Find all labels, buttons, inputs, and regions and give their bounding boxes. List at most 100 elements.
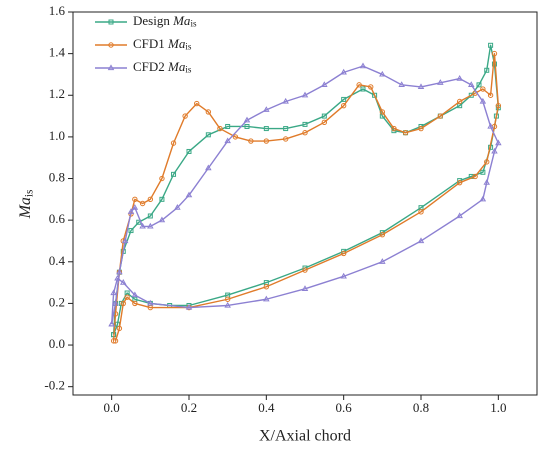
- marker: [124, 294, 130, 300]
- x-axis-label: X/Axial chord: [259, 428, 351, 445]
- y-tick-label: 1.2: [49, 86, 65, 101]
- marker: [491, 50, 498, 57]
- x-tick-label: 0.4: [258, 400, 275, 415]
- marker: [491, 147, 498, 154]
- marker: [341, 96, 347, 102]
- marker: [112, 299, 119, 306]
- y-tick-label: 0.6: [49, 211, 66, 226]
- marker: [417, 237, 425, 244]
- marker: [340, 272, 347, 279]
- y-tick-label: 0.2: [49, 294, 65, 309]
- plot-frame: [72, 11, 538, 396]
- y-axis-label: Mais: [17, 190, 35, 220]
- marker: [321, 81, 328, 87]
- marker: [379, 70, 386, 77]
- x-tick-label: 0.0: [104, 400, 120, 415]
- marker: [205, 132, 211, 138]
- marker: [159, 175, 165, 182]
- y-tick-label: -0.2: [44, 378, 65, 393]
- marker: [379, 258, 386, 264]
- marker: [301, 285, 309, 291]
- marker: [186, 148, 192, 154]
- y-tick-label: 1.6: [49, 3, 66, 18]
- marker: [194, 100, 200, 107]
- legend-label: Design Mais: [133, 13, 197, 29]
- marker: [302, 267, 308, 273]
- marker: [132, 196, 138, 203]
- series-line: [112, 52, 500, 342]
- marker: [147, 222, 154, 229]
- marker: [147, 196, 154, 203]
- marker: [114, 274, 121, 281]
- marker: [479, 97, 487, 104]
- marker: [372, 92, 378, 98]
- marker: [398, 81, 405, 87]
- series-line: [112, 44, 500, 335]
- marker: [356, 82, 362, 88]
- marker: [480, 169, 486, 175]
- marker: [147, 299, 154, 306]
- marker: [131, 204, 139, 210]
- marker: [116, 268, 123, 275]
- legend-marker: [108, 42, 114, 48]
- marker: [263, 138, 270, 144]
- marker: [159, 196, 165, 202]
- marker: [321, 113, 327, 119]
- marker: [283, 126, 289, 132]
- y-tick-label: 1.4: [49, 45, 66, 60]
- marker: [224, 296, 231, 302]
- marker: [302, 121, 308, 127]
- marker: [484, 159, 490, 165]
- marker: [244, 123, 250, 129]
- marker: [224, 137, 231, 144]
- marker: [120, 300, 126, 307]
- marker: [301, 91, 309, 98]
- marker: [110, 338, 117, 344]
- marker: [263, 106, 270, 112]
- marker: [110, 289, 117, 296]
- marker: [476, 82, 482, 88]
- marker: [360, 86, 366, 92]
- marker: [217, 125, 223, 132]
- marker: [248, 138, 254, 144]
- marker: [170, 140, 177, 146]
- marker: [468, 81, 475, 87]
- marker: [456, 179, 463, 186]
- marker: [484, 67, 490, 73]
- marker: [340, 102, 347, 109]
- marker: [379, 232, 386, 238]
- marker: [468, 92, 474, 98]
- marker: [402, 130, 409, 136]
- marker: [456, 212, 463, 219]
- marker: [263, 284, 270, 290]
- legend-label: CFD1 Mais: [133, 36, 192, 52]
- y-tick-label: 1.0: [49, 128, 65, 143]
- marker: [108, 320, 115, 327]
- marker: [368, 84, 374, 90]
- marker: [483, 179, 490, 185]
- marker: [224, 301, 231, 308]
- marker: [495, 102, 502, 109]
- marker: [437, 79, 444, 85]
- y-tick-label: 0.4: [49, 253, 66, 268]
- marker: [340, 250, 347, 257]
- marker: [417, 83, 425, 90]
- marker: [185, 303, 193, 310]
- y-tick-label: 0.0: [49, 336, 65, 351]
- marker: [185, 191, 193, 198]
- marker: [121, 237, 129, 244]
- marker: [379, 109, 386, 115]
- marker: [116, 325, 123, 332]
- marker: [131, 291, 139, 298]
- marker: [139, 200, 146, 207]
- marker: [127, 208, 135, 214]
- x-tick-label: 0.6: [336, 400, 353, 415]
- marker: [282, 136, 289, 142]
- legend-marker: [107, 64, 115, 71]
- marker: [205, 109, 212, 115]
- marker: [359, 62, 367, 69]
- marker: [479, 195, 487, 202]
- marker: [147, 213, 153, 219]
- marker: [263, 295, 270, 302]
- marker: [302, 130, 308, 136]
